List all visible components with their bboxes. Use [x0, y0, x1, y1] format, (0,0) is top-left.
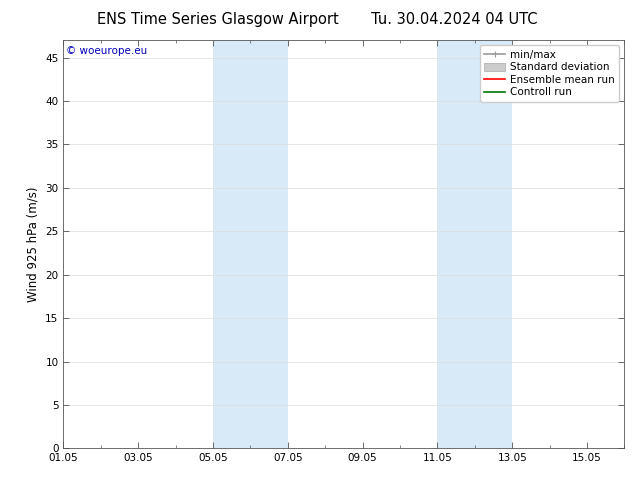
- Text: © woeurope.eu: © woeurope.eu: [66, 46, 148, 56]
- Bar: [437, 40, 512, 448]
- Text: ENS Time Series Glasgow Airport       Tu. 30.04.2024 04 UTC: ENS Time Series Glasgow Airport Tu. 30.0…: [97, 12, 537, 27]
- Legend: min/max, Standard deviation, Ensemble mean run, Controll run: min/max, Standard deviation, Ensemble me…: [480, 46, 619, 101]
- Y-axis label: Wind 925 hPa (m/s): Wind 925 hPa (m/s): [27, 187, 40, 302]
- Bar: [213, 40, 288, 448]
